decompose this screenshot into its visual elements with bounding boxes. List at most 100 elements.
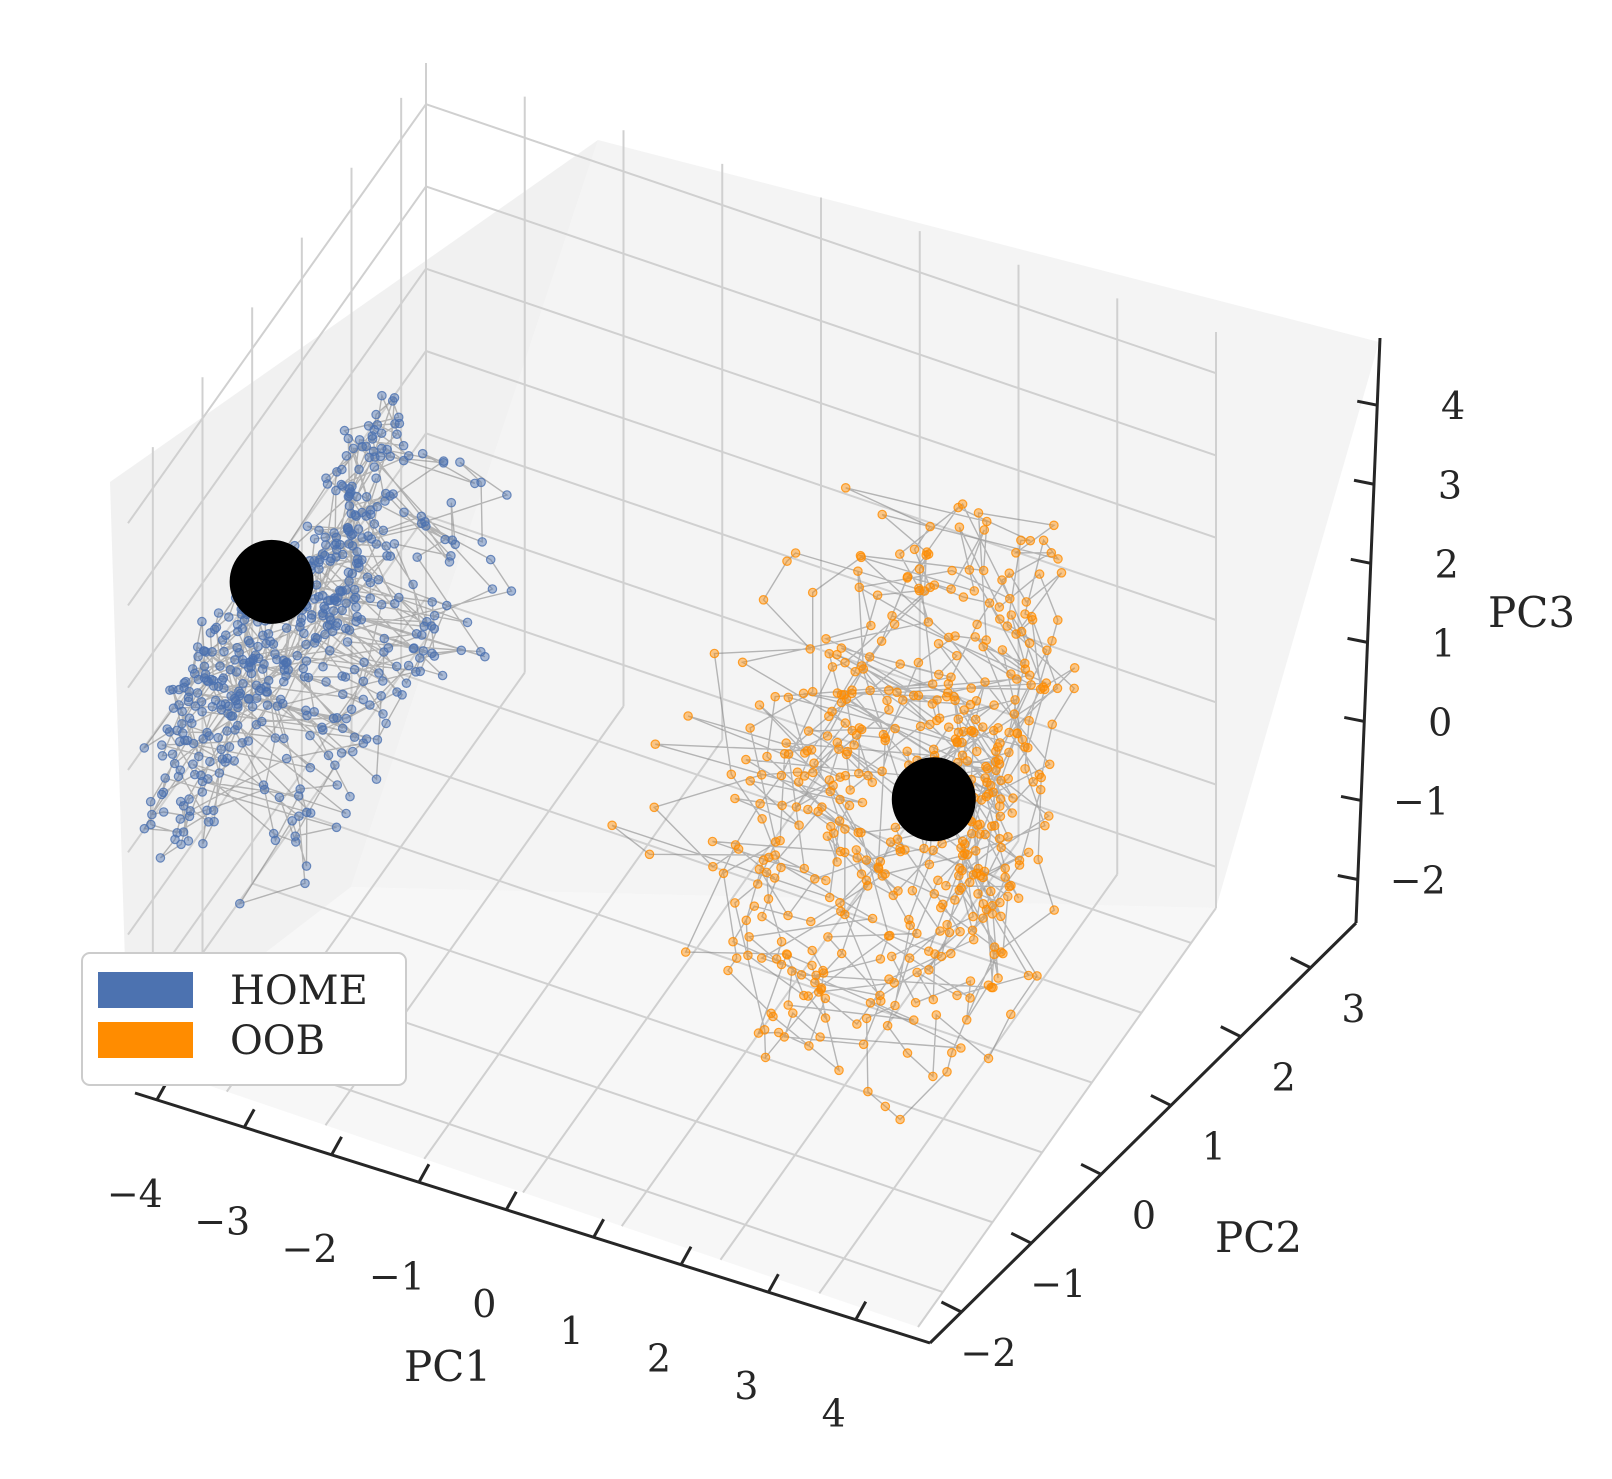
point-home bbox=[326, 553, 336, 564]
legend: HOME OOB bbox=[81, 952, 407, 1086]
point-oob bbox=[768, 1011, 778, 1022]
point-oob bbox=[852, 852, 862, 863]
point-home bbox=[214, 768, 225, 778]
grid-line bbox=[425, 596, 1217, 868]
point-oob bbox=[952, 990, 962, 1001]
point-oob bbox=[865, 997, 876, 1008]
point-oob bbox=[872, 590, 883, 600]
point-home bbox=[320, 629, 330, 640]
point-home bbox=[389, 598, 400, 609]
point-oob bbox=[861, 875, 872, 886]
point-oob bbox=[770, 691, 780, 702]
point-home bbox=[367, 431, 377, 441]
point-home bbox=[441, 600, 452, 611]
point-oob bbox=[1053, 615, 1063, 625]
point-oob bbox=[905, 920, 915, 931]
point-home bbox=[344, 526, 355, 537]
point-oob bbox=[840, 657, 850, 668]
point-oob bbox=[823, 932, 833, 942]
point-oob bbox=[1047, 635, 1057, 646]
point-home bbox=[462, 617, 473, 628]
point-oob bbox=[985, 886, 996, 897]
y-tick-label: 2 bbox=[1272, 1056, 1296, 1100]
point-oob bbox=[723, 965, 733, 976]
point-oob bbox=[931, 1010, 942, 1020]
point-home bbox=[389, 538, 400, 549]
point-oob bbox=[997, 645, 1008, 655]
point-home bbox=[376, 599, 387, 610]
point-oob bbox=[798, 990, 809, 1001]
point-oob bbox=[865, 685, 875, 696]
point-home bbox=[185, 805, 195, 816]
point-oob bbox=[849, 740, 859, 750]
point-oob bbox=[743, 950, 753, 961]
y-tick-label: 3 bbox=[1341, 987, 1365, 1031]
point-home bbox=[147, 809, 157, 820]
point-home bbox=[444, 557, 455, 567]
z-tick bbox=[1340, 794, 1362, 802]
point-home bbox=[347, 746, 358, 757]
point-oob bbox=[883, 931, 894, 941]
point-oob bbox=[877, 766, 887, 777]
point-home bbox=[337, 586, 348, 596]
legend-swatch-oob bbox=[98, 1022, 193, 1058]
point-oob bbox=[1024, 638, 1035, 648]
grid-line bbox=[620, 806, 921, 1227]
point-oob bbox=[1023, 970, 1034, 981]
point-oob bbox=[880, 733, 891, 743]
point-oob bbox=[967, 925, 978, 936]
point-home bbox=[281, 671, 291, 681]
point-home bbox=[349, 664, 360, 675]
point-oob bbox=[783, 749, 794, 759]
point-oob bbox=[755, 798, 765, 809]
point-home bbox=[294, 811, 304, 821]
grid-line bbox=[425, 185, 1217, 457]
x-tick-label: 0 bbox=[472, 1282, 496, 1326]
point-home bbox=[506, 586, 517, 596]
point-oob bbox=[902, 1048, 913, 1058]
point-oob bbox=[950, 631, 960, 641]
point-home bbox=[363, 420, 374, 431]
point-oob bbox=[892, 687, 902, 698]
point-home bbox=[233, 699, 243, 709]
point-home bbox=[180, 735, 190, 746]
x-tick-label: −4 bbox=[107, 1172, 163, 1216]
point-oob bbox=[756, 953, 767, 963]
point-oob bbox=[864, 652, 875, 662]
point-oob bbox=[730, 898, 740, 908]
point-oob bbox=[978, 641, 988, 652]
point-oob bbox=[955, 926, 965, 937]
point-oob bbox=[749, 901, 760, 911]
point-home bbox=[377, 390, 387, 401]
point-home bbox=[202, 727, 212, 738]
point-oob bbox=[763, 894, 774, 904]
grid-line bbox=[917, 907, 1217, 1328]
point-home bbox=[160, 773, 170, 783]
point-home bbox=[279, 733, 289, 744]
point-home bbox=[350, 592, 361, 603]
point-home bbox=[232, 720, 243, 731]
point-oob bbox=[731, 953, 742, 963]
point-oob bbox=[773, 1027, 784, 1038]
point-home bbox=[221, 630, 231, 640]
point-home bbox=[303, 672, 314, 683]
point-oob bbox=[803, 726, 814, 736]
point-oob bbox=[822, 731, 833, 741]
point-oob bbox=[1053, 554, 1063, 564]
y-tick-label: −1 bbox=[1030, 1262, 1086, 1306]
point-oob bbox=[781, 738, 791, 748]
point-oob bbox=[847, 688, 857, 699]
point-oob bbox=[858, 1039, 869, 1050]
point-oob bbox=[1035, 784, 1046, 795]
point-oob bbox=[966, 828, 977, 839]
x-tick-label: 3 bbox=[734, 1364, 758, 1408]
point-home bbox=[194, 751, 204, 762]
point-oob bbox=[753, 1028, 764, 1038]
point-oob bbox=[834, 816, 845, 826]
grid-line bbox=[127, 103, 427, 524]
point-oob bbox=[783, 692, 794, 703]
point-home bbox=[369, 462, 380, 472]
point-home bbox=[225, 664, 236, 675]
point-home bbox=[378, 709, 388, 719]
point-home bbox=[309, 706, 319, 717]
